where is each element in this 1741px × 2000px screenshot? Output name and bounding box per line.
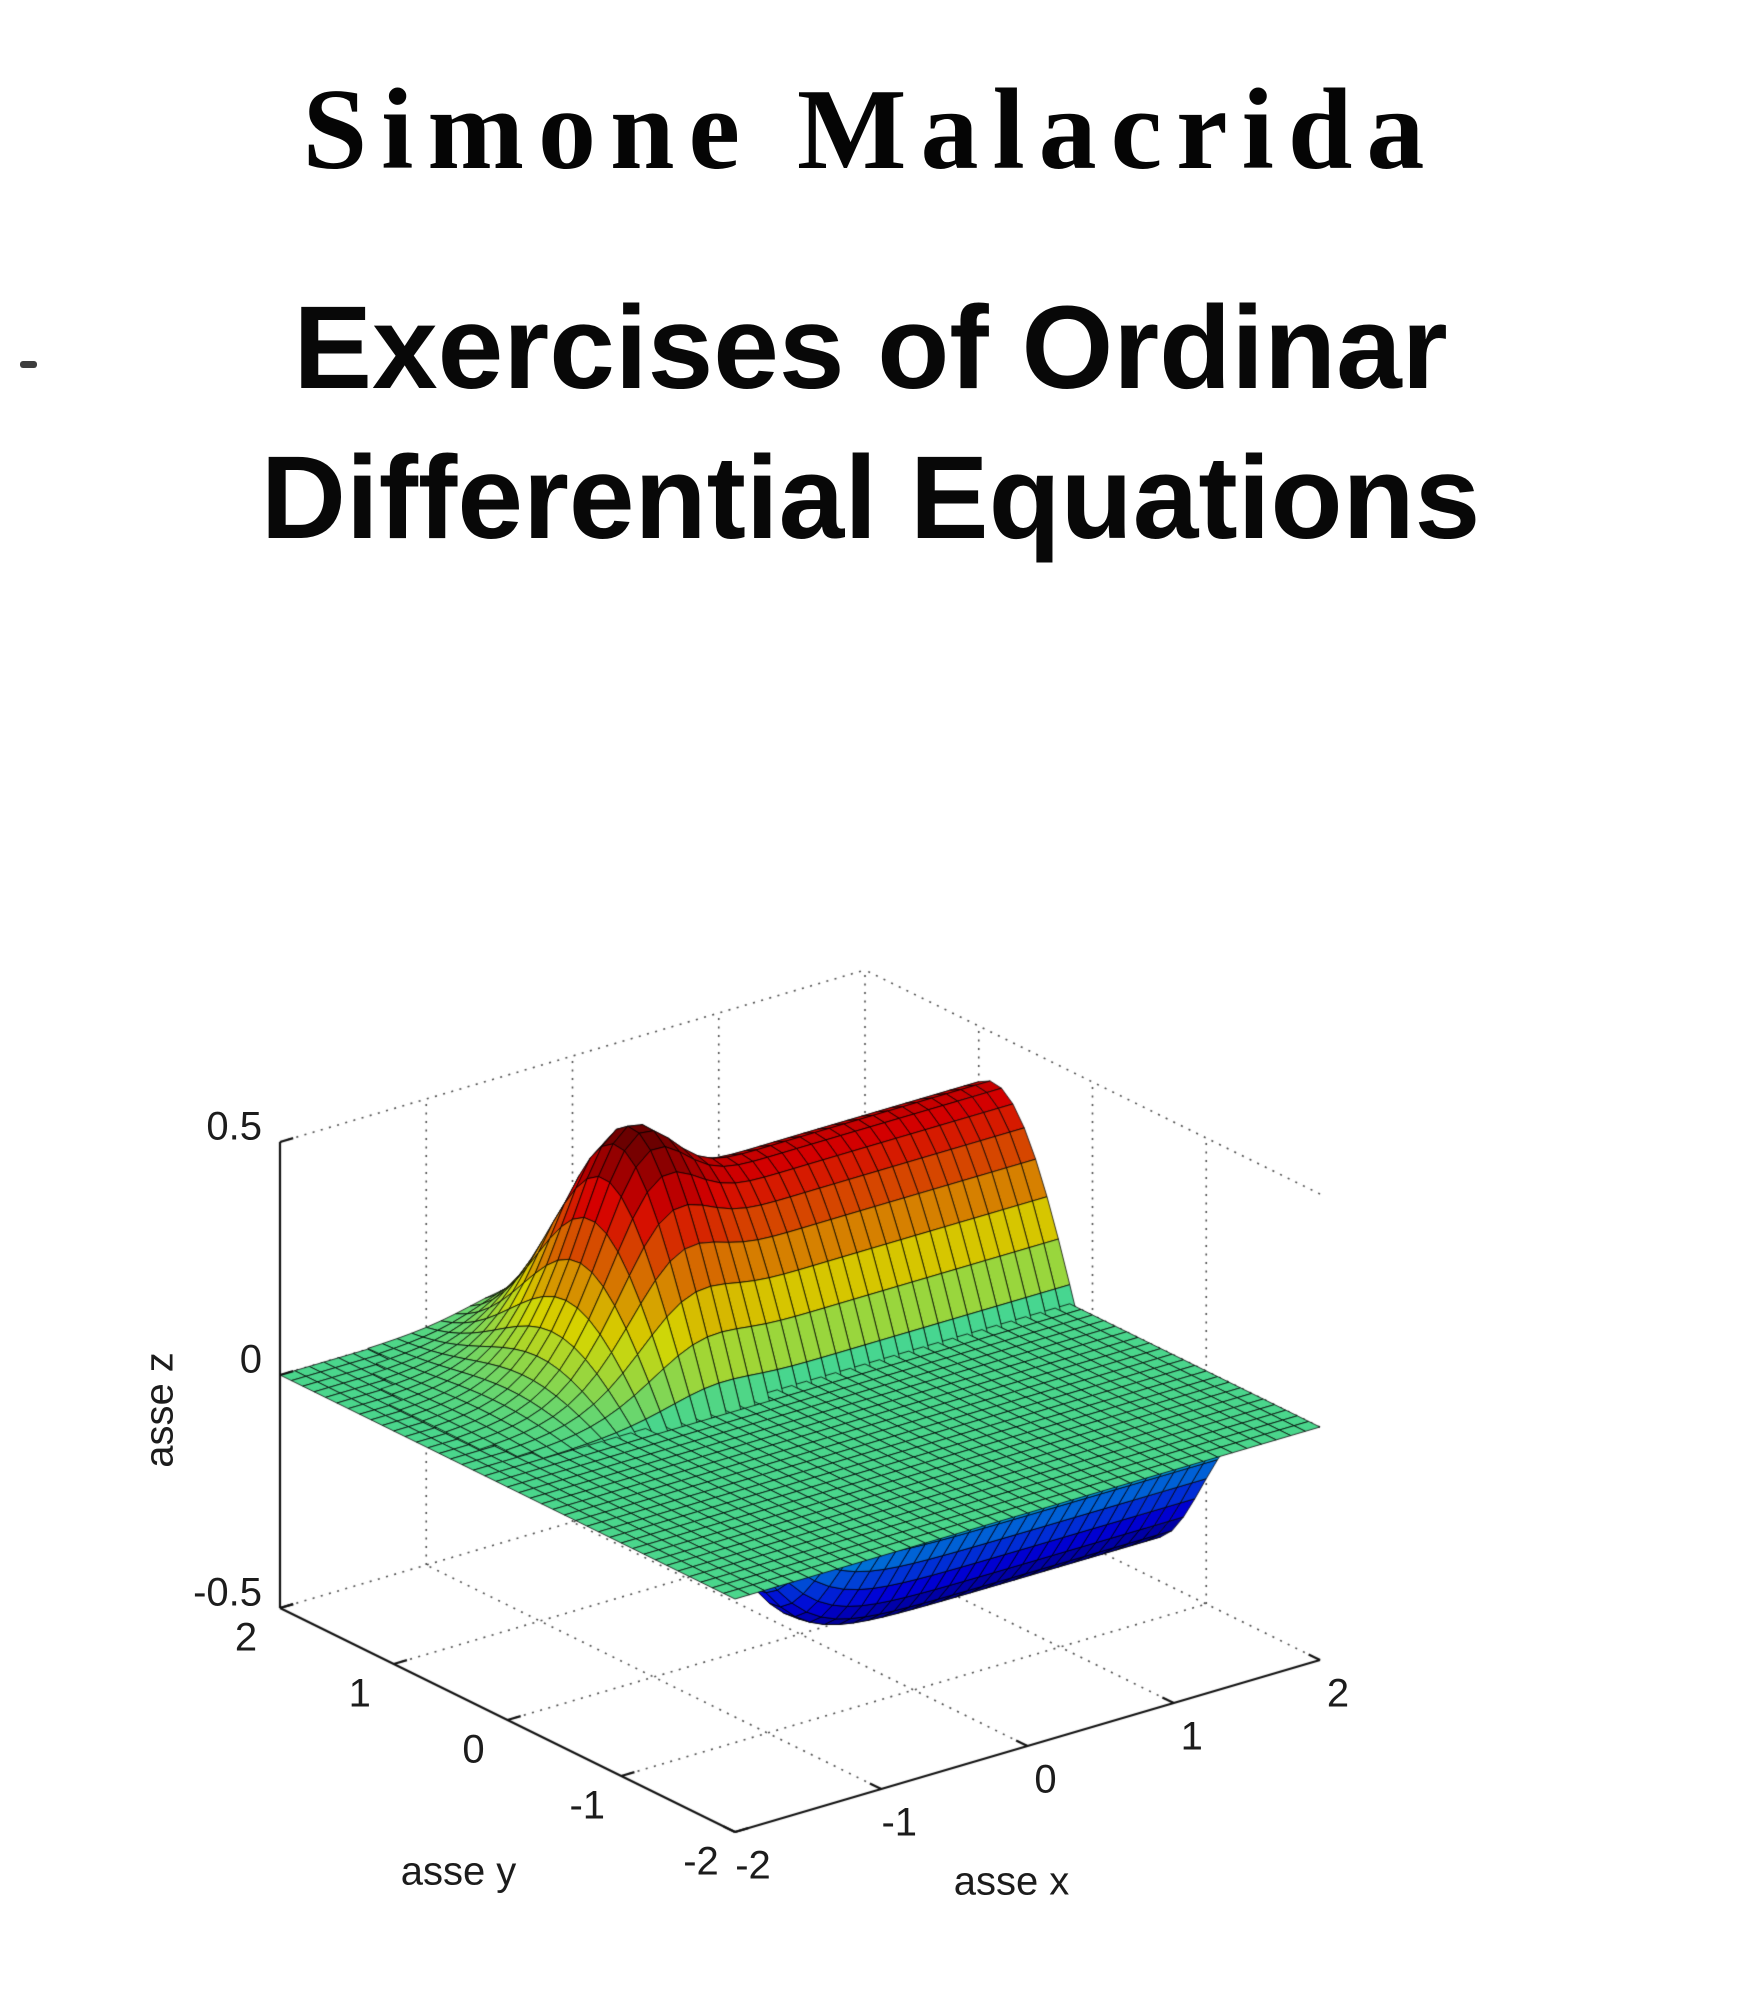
z-tick-label: -0.5 (193, 1570, 262, 1615)
x-tick-label: -2 (735, 1843, 771, 1888)
y-tick-label: -2 (683, 1839, 719, 1884)
y-tick-label: 1 (348, 1671, 371, 1716)
x-axis-label: asse x (953, 1859, 1070, 1904)
z-axis-label: asse z (137, 1352, 182, 1468)
y-tick-label: -1 (569, 1783, 606, 1828)
y-tick-label: 0 (462, 1727, 485, 1772)
y-axis-label: asse y (400, 1849, 517, 1894)
x-tick-label: -1 (881, 1800, 918, 1845)
x-tick-label: 1 (1180, 1714, 1203, 1759)
x-tick-label: 2 (1326, 1671, 1350, 1716)
y-tick-label: 2 (234, 1615, 258, 1660)
x-tick-label: 0 (1034, 1757, 1057, 1802)
z-tick-label: 0.5 (206, 1104, 262, 1149)
z-tick-label: 0 (239, 1337, 262, 1382)
